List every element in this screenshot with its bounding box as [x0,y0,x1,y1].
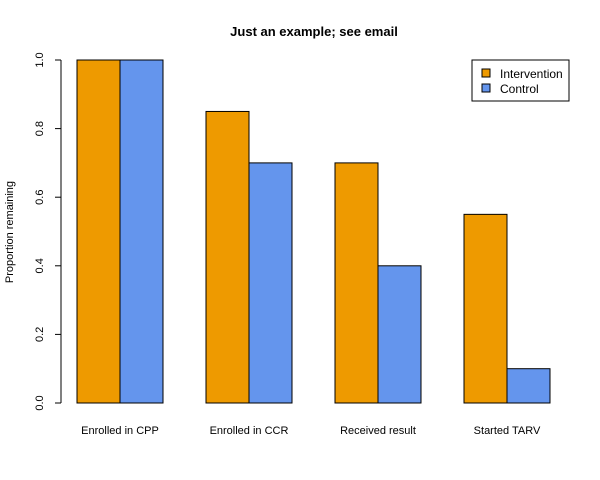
y-axis: 0.0 0.2 0.4 0.6 0.8 1.0 [34,52,62,411]
category-label: Started TARV [474,425,541,437]
bar-intervention-enrolled-in-ccr [205,110,250,404]
legend: Intervention Control [471,59,570,102]
legend-label-intervention: Intervention [500,67,563,81]
legend-swatch-control [481,83,491,93]
bar-intervention-received-result [334,162,379,404]
y-tick-label: 0.2 [34,327,46,342]
y-tick-label: 0.0 [34,395,46,410]
category-label: Enrolled in CPP [81,425,159,437]
legend-label-control: Control [500,82,539,96]
bar-intervention-enrolled-in-cpp [76,59,121,404]
category-labels: Enrolled in CPP Enrolled in CCR Received r… [81,425,541,437]
bars [76,59,551,404]
legend-swatch-intervention [481,68,491,78]
bar-control-enrolled-in-ccr [248,162,293,404]
category-label: Enrolled in CCR [210,425,289,437]
y-tick-label: 0.6 [34,190,46,205]
y-tick-label: 1.0 [34,52,46,67]
y-axis-label: Proportion remaining [4,181,16,283]
bar-intervention-started-tarv [463,213,508,404]
chart-title: Just an example; see email [230,24,398,39]
bar-control-started-tarv [506,368,551,404]
bar-control-received-result [377,265,422,404]
category-label: Received result [340,425,416,437]
bar-control-enrolled-in-cpp [119,59,164,404]
y-tick-label: 0.4 [34,258,46,273]
y-tick-label: 0.8 [34,121,46,136]
legend-box [471,59,570,102]
